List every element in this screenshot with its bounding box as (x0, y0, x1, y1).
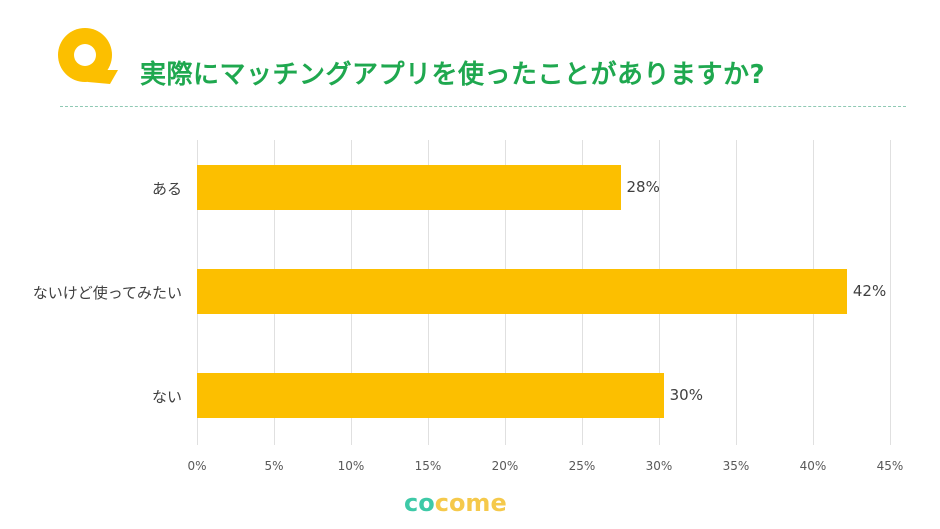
x-tick-label: 5% (264, 459, 284, 473)
bar-value-label: 42% (852, 282, 887, 300)
x-tick-label: 10% (337, 459, 365, 473)
x-tick-label: 40% (799, 459, 827, 473)
x-tick-label: 0% (187, 459, 207, 473)
category-label: ない (151, 388, 182, 406)
q-badge-icon (58, 28, 118, 84)
x-tick-label: 30% (645, 459, 673, 473)
bar-value-label: 28% (626, 178, 660, 196)
brand-part-yellow: come (434, 489, 507, 517)
category-label: ある (151, 180, 182, 198)
bar (197, 373, 664, 418)
x-tick-label: 15% (414, 459, 442, 473)
brand-part-teal: co (404, 489, 435, 517)
bar (197, 269, 847, 314)
x-tick-label: 25% (568, 459, 596, 473)
brand-logo: cocome (404, 489, 507, 517)
x-tick-label: 20% (491, 459, 519, 473)
title-divider (60, 106, 906, 107)
page-title: 実際にマッチングアプリを使ったことがありますか? (140, 60, 766, 90)
bar-value-label: 30% (669, 386, 703, 404)
x-tick-label: 45% (876, 459, 904, 473)
gridline (890, 140, 891, 445)
x-tick-label: 35% (722, 459, 750, 473)
category-label: ないけど使ってみたい (32, 284, 182, 302)
bar (197, 165, 621, 210)
bar-chart-plot: 28% 42% 30% (197, 140, 891, 445)
